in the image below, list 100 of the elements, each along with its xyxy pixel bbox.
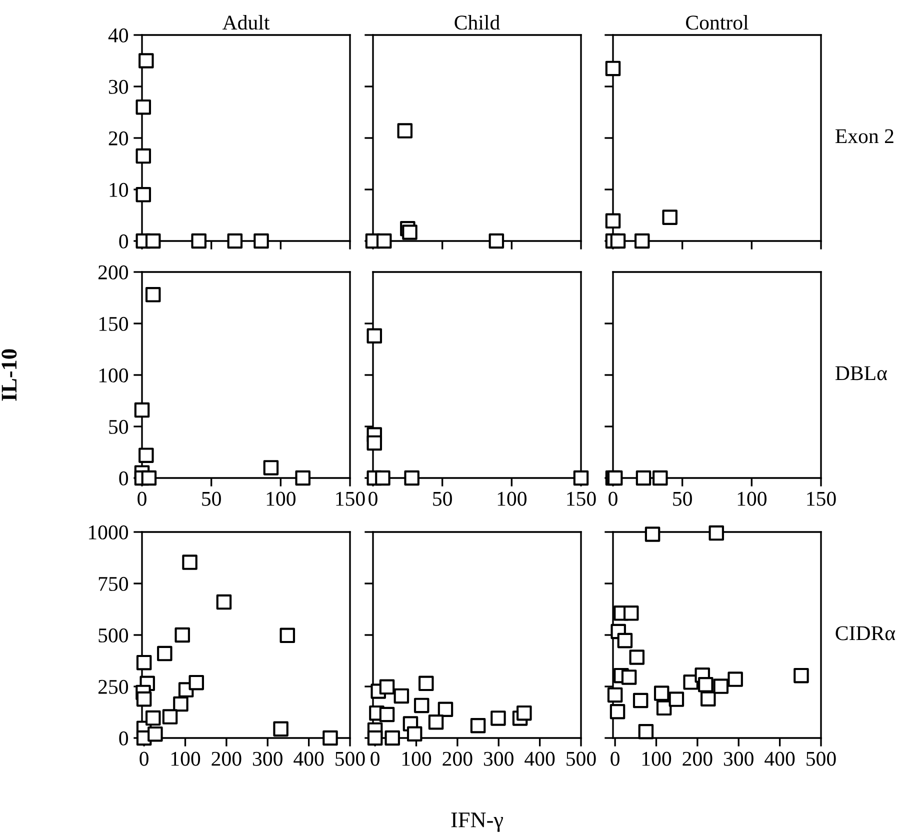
- x-tick-label: 150: [807, 492, 836, 506]
- point: [136, 148, 152, 164]
- point: [263, 460, 279, 476]
- point: [136, 187, 152, 202]
- point: [700, 691, 716, 706]
- point: [376, 233, 392, 249]
- y-tick-label: 150: [99, 316, 128, 331]
- x-tick-label: 50: [433, 492, 452, 506]
- y-tick-label: 750: [98, 576, 128, 591]
- point: [438, 702, 454, 717]
- x-tick-label: 0: [370, 752, 380, 766]
- point: [794, 668, 809, 684]
- x-tick-label: 50: [202, 492, 221, 506]
- x-tick-label: 0: [610, 752, 620, 766]
- point: [162, 709, 178, 724]
- point: [366, 328, 382, 344]
- point: [397, 123, 413, 138]
- x-axis-title: IFN-γ: [451, 812, 504, 832]
- point: [375, 470, 390, 486]
- x-tick-label: 0: [608, 492, 618, 506]
- y-tick-label: 200: [98, 265, 128, 280]
- chart-title: Adult: [222, 14, 270, 30]
- y-tick-label: 30: [108, 80, 128, 94]
- x-tick-label: 0: [368, 492, 378, 506]
- point: [138, 53, 154, 68]
- x-tick-label: 300: [724, 752, 754, 766]
- point: [148, 726, 163, 742]
- point: [629, 650, 645, 665]
- y2-axis-title: Exon 2: [835, 129, 894, 144]
- y2-axis-title: CIDRα: [836, 626, 896, 640]
- point: [280, 628, 296, 644]
- point: [428, 714, 444, 730]
- point: [623, 606, 639, 621]
- point: [379, 679, 395, 695]
- point: [414, 698, 430, 714]
- x-tick-label: 200: [682, 752, 712, 766]
- point: [174, 627, 190, 643]
- point: [227, 233, 243, 249]
- x-tick-label: 100: [498, 492, 526, 506]
- y2-axis-title: DBLα: [835, 366, 887, 380]
- point: [728, 672, 743, 687]
- x-tick-label: 400: [524, 752, 555, 766]
- chart-title: Control: [686, 14, 748, 30]
- y-tick-label: 50: [109, 420, 128, 434]
- x-tick-label: 400: [294, 752, 324, 766]
- x-tick-label: 200: [442, 752, 472, 766]
- y-tick-label: 40: [108, 28, 128, 42]
- point: [157, 646, 172, 662]
- point: [632, 692, 648, 708]
- point: [394, 688, 410, 704]
- point: [322, 730, 338, 746]
- point: [605, 213, 621, 229]
- point: [254, 233, 269, 249]
- point: [136, 99, 152, 115]
- x-tick-label: 200: [212, 752, 242, 766]
- point: [656, 700, 672, 716]
- point: [610, 704, 626, 720]
- y-tick-label: 20: [108, 131, 128, 146]
- x-tick-label: 0: [140, 752, 148, 766]
- point: [188, 674, 204, 690]
- y-tick-label: 500: [98, 628, 128, 642]
- y-tick-label: 0: [119, 731, 128, 746]
- y-tick-label: 250: [98, 680, 128, 694]
- point: [470, 718, 486, 734]
- x-tick-label: 300: [252, 752, 282, 766]
- point: [145, 710, 161, 726]
- point: [621, 670, 637, 685]
- point: [404, 470, 420, 486]
- point: [366, 435, 382, 451]
- point: [406, 726, 422, 742]
- x-tick-label: 0: [138, 492, 146, 506]
- x-tick-label: 50: [673, 492, 692, 506]
- point: [145, 287, 161, 302]
- point: [384, 730, 400, 746]
- point: [191, 233, 206, 249]
- x-tick-label: 500: [806, 752, 836, 766]
- x-tick-label: 100: [266, 492, 296, 506]
- x-tick-label: 150: [567, 492, 596, 506]
- point: [698, 677, 714, 692]
- point: [136, 654, 152, 670]
- point: [638, 724, 654, 740]
- y-tick-label: 1000: [88, 525, 128, 540]
- x-tick-label: 400: [764, 752, 795, 766]
- point: [134, 402, 150, 418]
- y-axis-title: IL-10: [2, 349, 17, 401]
- point: [662, 210, 678, 225]
- point: [488, 233, 504, 249]
- point: [490, 710, 506, 726]
- point: [516, 705, 532, 721]
- x-tick-label: 100: [171, 752, 200, 766]
- y-tick-label: 100: [99, 368, 128, 382]
- point: [379, 706, 395, 722]
- point: [136, 691, 152, 707]
- point: [273, 721, 288, 737]
- x-tick-label: 500: [336, 752, 365, 766]
- point: [713, 678, 729, 694]
- y-tick-label: 10: [110, 182, 128, 197]
- y-tick-label: 0: [119, 234, 128, 248]
- x-tick-label: 100: [738, 492, 766, 506]
- x-tick-label: 500: [566, 752, 596, 766]
